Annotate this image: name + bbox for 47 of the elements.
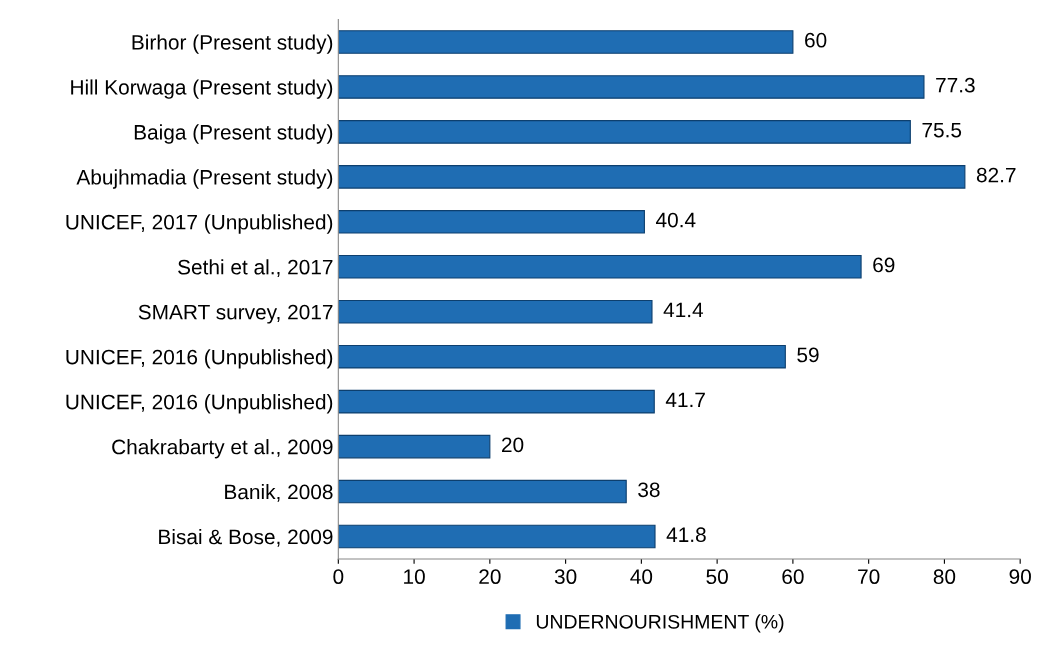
- y-tick-label: Hill Korwaga (Present study): [71, 79, 333, 99]
- y-tick-label: Abujhmadia (Present study): [76, 169, 333, 189]
- bar: [338, 165, 966, 189]
- data-label: 41.8: [666, 527, 706, 543]
- bar: [338, 210, 645, 234]
- bar: [338, 344, 786, 369]
- data-label: 38: [638, 482, 660, 498]
- y-tick-label: Banik, 2008: [225, 484, 333, 502]
- bar: [338, 434, 491, 459]
- x-tick-label: 90: [1009, 569, 1031, 585]
- data-label: 20: [502, 437, 524, 453]
- bar: [338, 479, 627, 504]
- y-tick-label: UNICEF, 2017 (Unpublished): [66, 214, 333, 234]
- x-tick-label: 60: [782, 569, 804, 585]
- data-label: 59: [797, 347, 819, 363]
- data-label: 69: [873, 257, 895, 273]
- data-label: 77.3: [936, 77, 975, 93]
- bar: [338, 254, 862, 279]
- data-label: 41.4: [663, 302, 704, 318]
- bar: [338, 30, 794, 54]
- data-label: 60: [805, 32, 827, 48]
- y-tick-label: Birhor (Present study): [132, 34, 333, 54]
- data-label: 40.4: [655, 212, 696, 228]
- y-tick-label: Sethi et al., 2017: [178, 259, 333, 277]
- y-tick-label: UNICEF, 2016 (Unpublished): [66, 349, 333, 369]
- x-tick-label: 30: [554, 569, 577, 585]
- x-tick-label: 50: [706, 569, 728, 585]
- x-tick-label: 80: [933, 569, 956, 585]
- data-label: 82.7: [976, 167, 1016, 183]
- y-tick-label: Bisai & Bose, 2009: [159, 528, 333, 547]
- y-tick-label: SMART survey, 2017: [138, 304, 333, 324]
- bar: [338, 75, 925, 99]
- y-tick-label: Baiga (Present study): [134, 124, 333, 144]
- y-tick-label: UNICEF, 2016 (Unpublished): [66, 394, 333, 414]
- x-tick-label: 40: [630, 569, 653, 585]
- bar: [338, 524, 656, 549]
- legend-label: UNDERNOURISHMENT (%): [536, 614, 784, 633]
- x-tick-label: 0: [333, 569, 344, 585]
- x-tick-label: 10: [404, 569, 425, 585]
- bar: [338, 389, 655, 414]
- y-tick-label: Chakrabarty et al., 2009: [112, 439, 333, 459]
- data-label: 75.5: [922, 122, 962, 138]
- bar: [338, 120, 911, 144]
- bar: [338, 299, 653, 324]
- data-label: 41.7: [665, 392, 705, 408]
- x-tick-label: 20: [479, 569, 501, 585]
- x-tick-label: 70: [858, 569, 880, 585]
